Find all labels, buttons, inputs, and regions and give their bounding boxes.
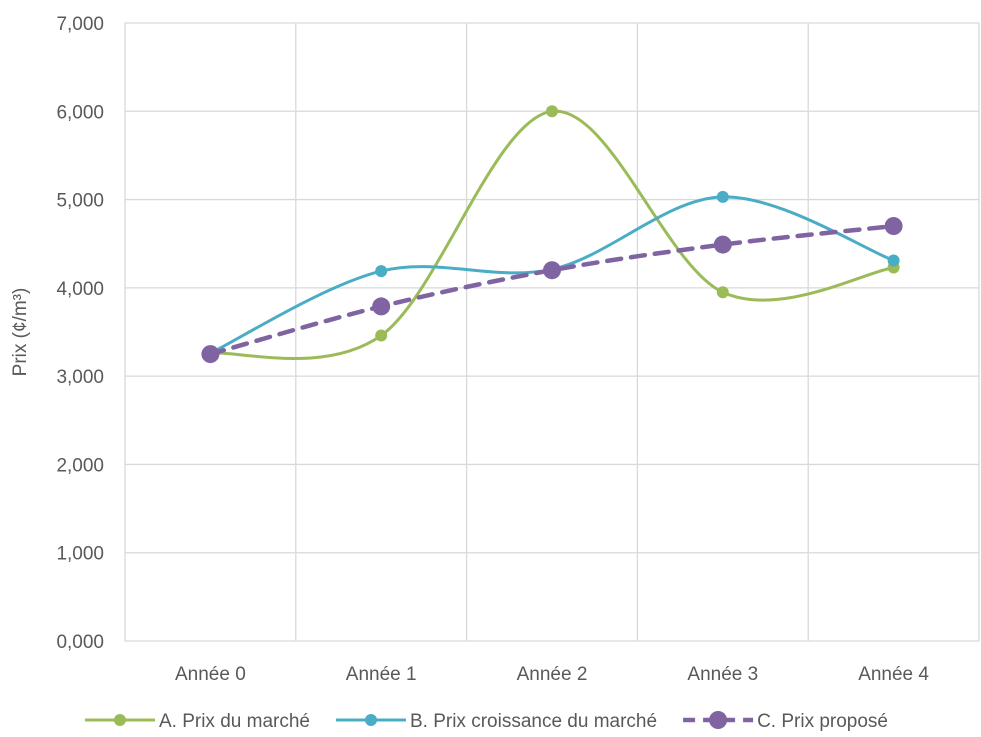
x-tick-label: Année 4 [858, 664, 929, 685]
y-tick-label: 6,000 [56, 102, 104, 123]
legend-item: B. Prix croissance du marché [335, 711, 657, 732]
legend-label: B. Prix croissance du marché [410, 711, 657, 732]
series-3 [201, 217, 903, 364]
data-point [375, 329, 388, 342]
series-line [208, 109, 896, 360]
y-tick-label: 3,000 [56, 367, 104, 388]
y-tick-label: 0,000 [56, 632, 104, 653]
y-axis-ticks: 0,000 1,000 2,000 3,000 4,000 5,000 6,000 7,000 [56, 14, 104, 653]
legend-swatch-marker [709, 711, 728, 729]
legend-item: C. Prix proposé [683, 711, 888, 732]
grid [124, 22, 980, 642]
data-point [884, 217, 903, 236]
x-axis-ticks: Année 0 Année 1 Année 2 Année 3 Année 4 [175, 664, 929, 685]
data-point [716, 286, 729, 299]
data-point [543, 261, 561, 280]
data-point [546, 105, 558, 118]
legend-label: C. Prix proposé [757, 711, 888, 732]
data-point [372, 297, 391, 316]
x-tick-label: Année 1 [346, 664, 417, 685]
data-point [713, 235, 732, 254]
series-group [201, 105, 903, 364]
y-tick-label: 7,000 [56, 14, 104, 35]
y-tick-label: 5,000 [56, 191, 104, 212]
legend: A. Prix du marché B. Prix croissance du m… [84, 711, 888, 732]
y-tick-label: 2,000 [56, 455, 104, 476]
legend-swatch-marker [113, 714, 126, 726]
data-point [375, 265, 388, 278]
data-point [716, 190, 729, 203]
series-line [208, 223, 896, 357]
data-point [201, 345, 220, 364]
y-tick-label: 4,000 [56, 279, 104, 300]
series-1 [204, 105, 900, 360]
legend-swatch-marker [364, 714, 377, 726]
legend-label: A. Prix du marché [159, 711, 310, 732]
legend-item: A. Prix du marché [84, 711, 310, 732]
x-tick-label: Année 0 [175, 664, 246, 685]
x-tick-label: Année 3 [687, 664, 758, 685]
y-tick-label: 1,000 [56, 544, 104, 565]
y-axis-title: Prix (¢/m³) [10, 288, 31, 377]
x-tick-label: Année 2 [517, 664, 588, 685]
data-point [887, 254, 900, 267]
